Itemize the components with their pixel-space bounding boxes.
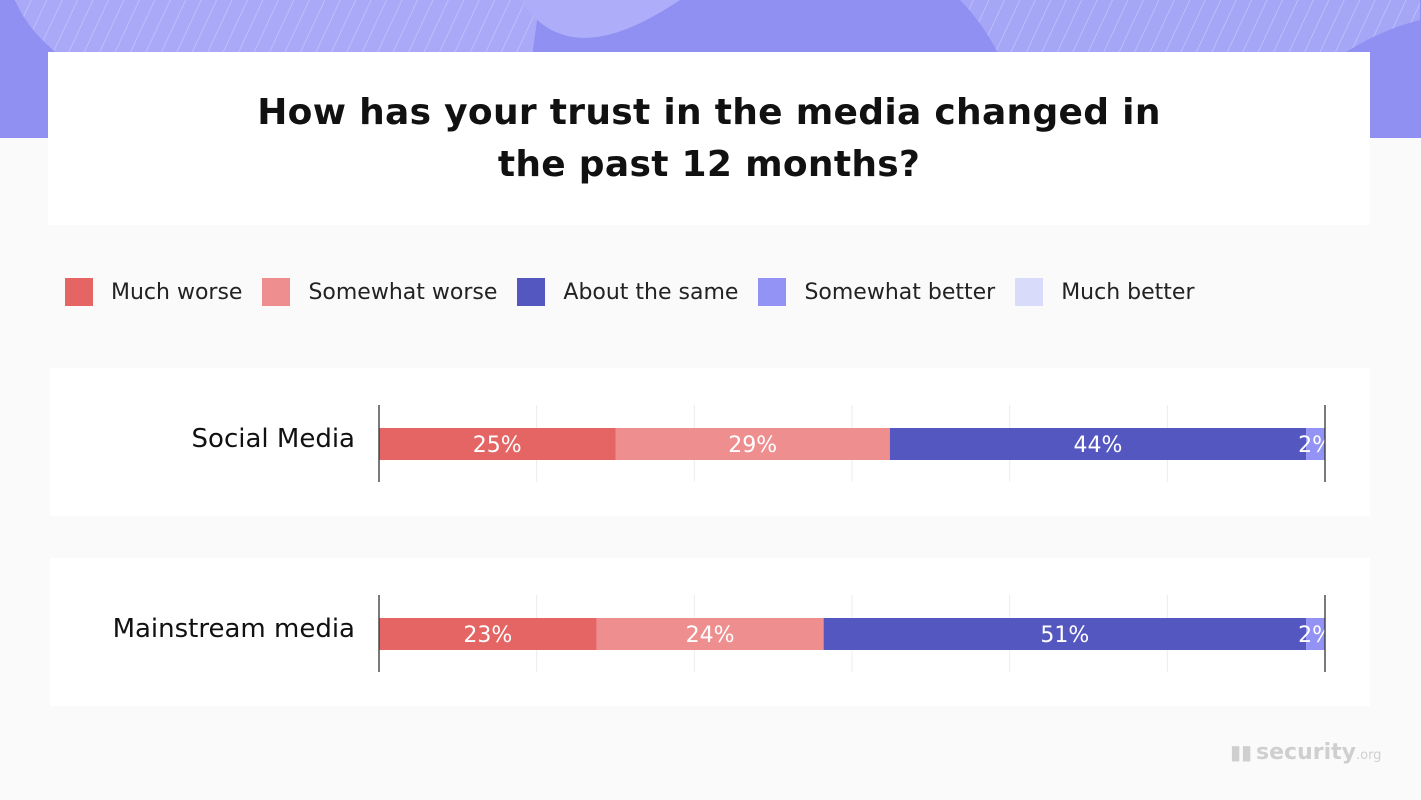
legend-item: Much better xyxy=(1015,278,1195,306)
security-org-logo: ▮▮ security .org xyxy=(1230,740,1381,765)
legend: Much worse Somewhat worse About the same So… xyxy=(65,278,1215,306)
bar-segment xyxy=(1306,428,1325,460)
data-label: 2% xyxy=(1298,433,1333,458)
bar-segment xyxy=(596,618,824,650)
data-label: 29% xyxy=(728,433,777,458)
legend-label: About the same xyxy=(563,279,739,305)
data-label: 24% xyxy=(686,623,735,648)
legend-swatch xyxy=(262,278,291,306)
bar-segment xyxy=(823,618,1307,650)
category-label-social-media: Social Media xyxy=(191,424,355,454)
logo-suffix: .org xyxy=(1355,748,1382,763)
legend-label: Somewhat worse xyxy=(308,279,498,305)
logo-bars-icon: ▮▮ xyxy=(1230,740,1253,764)
legend-item: Somewhat worse xyxy=(262,278,497,306)
data-label: 23% xyxy=(463,623,512,648)
bar-segment xyxy=(889,428,1307,460)
data-label: 25% xyxy=(473,433,522,458)
legend-swatch xyxy=(517,278,546,306)
bar-segment xyxy=(379,428,616,460)
legend-swatch xyxy=(758,278,787,306)
bar-segment xyxy=(1306,618,1325,650)
logo-text: security xyxy=(1256,740,1356,765)
legend-label: Much worse xyxy=(111,279,243,305)
data-label: 44% xyxy=(1074,433,1123,458)
legend-item: About the same xyxy=(517,278,738,306)
legend-item: Much worse xyxy=(65,278,242,306)
legend-label: Somewhat better xyxy=(804,279,996,305)
bar-segment xyxy=(615,428,890,460)
data-label: 51% xyxy=(1040,623,1089,648)
legend-item: Somewhat better xyxy=(758,278,995,306)
legend-swatch xyxy=(1015,278,1044,306)
legend-label: Much better xyxy=(1061,279,1195,305)
chart-title: How has your trust in the media changed … xyxy=(257,91,1161,185)
legend-swatch xyxy=(65,278,93,306)
data-label: 2% xyxy=(1298,623,1333,648)
bar-segment xyxy=(379,618,597,650)
category-label-mainstream-media: Mainstream media xyxy=(112,614,355,644)
title-card: How has your trust in the media changed … xyxy=(48,52,1370,225)
